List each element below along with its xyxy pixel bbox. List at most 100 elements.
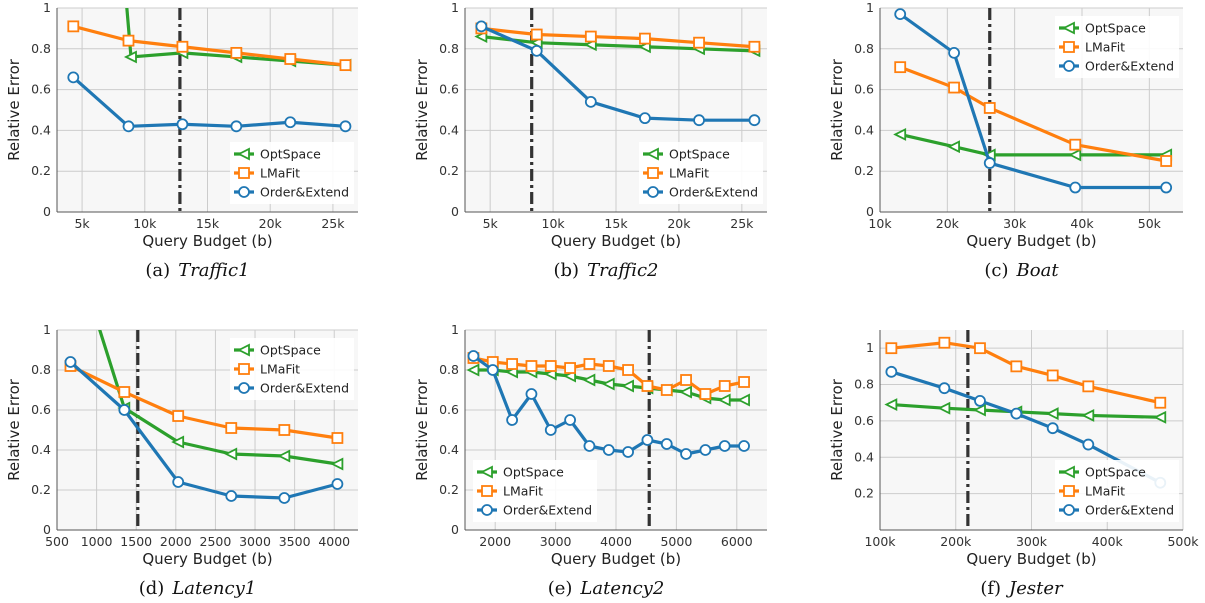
- series-line: [68, 364, 340, 440]
- legend-marker: [479, 465, 493, 479]
- data-point: [679, 385, 692, 399]
- series-order-extend: [67, 71, 352, 133]
- data-point: [467, 350, 480, 362]
- panel-caption: (c) Boat: [984, 260, 1059, 281]
- x-tick-label: 15k: [196, 216, 220, 231]
- legend-marker: [1063, 60, 1075, 72]
- data-point: [486, 364, 499, 376]
- x-tick-label: 10k: [868, 216, 892, 231]
- data-point: [172, 410, 185, 422]
- y-axis-title: Relative Error: [413, 58, 431, 161]
- series-order-extend: [64, 356, 344, 504]
- y-tick-label: 0.6: [439, 402, 459, 417]
- legend: OptSpace LMaFit Order&Extend: [473, 460, 597, 522]
- caption-name: Traffic2: [587, 260, 658, 281]
- x-tick-label: 50k: [1138, 216, 1162, 231]
- data-point: [118, 386, 131, 398]
- legend-marker: [238, 363, 250, 375]
- caption-name: Jester: [1005, 578, 1064, 599]
- y-axis-title: Relative Error: [828, 58, 846, 161]
- data-point: [584, 30, 597, 43]
- x-tick-label: 3000: [239, 534, 271, 549]
- y-tick-label: 0.2: [854, 486, 874, 501]
- data-point: [717, 393, 731, 407]
- data-point: [738, 376, 750, 388]
- y-tick-label: 0.4: [439, 442, 459, 457]
- data-point: [123, 50, 137, 64]
- legend-marker: [1061, 21, 1075, 35]
- y-tick-label: 0.2: [439, 163, 459, 178]
- legend-marker: [481, 485, 493, 497]
- data-point: [564, 414, 576, 426]
- y-tick-label: 0.2: [31, 482, 51, 497]
- y-tick-label: 0.4: [854, 449, 874, 464]
- data-point: [972, 403, 986, 417]
- data-point: [122, 120, 135, 133]
- data-point: [1010, 360, 1023, 373]
- data-point: [176, 118, 189, 131]
- data-point: [693, 114, 705, 127]
- data-point: [1082, 380, 1095, 393]
- x-tick-label: 4000: [600, 534, 632, 549]
- x-tick-label: 20k: [259, 216, 283, 231]
- data-point: [737, 393, 750, 407]
- chart-panel-4: 500 1000 1500 2000 2500 3000 3500 4000 0 0.2 0.4 0.…: [5, 315, 358, 599]
- y-tick-label: 0.8: [439, 41, 459, 56]
- data-point: [1081, 408, 1095, 422]
- data-point: [92, 315, 102, 325]
- y-tick-label: 1: [451, 0, 459, 15]
- data-point: [121, 0, 131, 3]
- data-point: [983, 102, 996, 114]
- caption-label: (c): [984, 260, 1008, 281]
- data-point: [171, 435, 185, 449]
- data-point: [699, 444, 712, 456]
- data-point: [331, 432, 344, 444]
- data-point: [475, 20, 488, 33]
- legend: OptSpace LMaFit Order&Extend: [1055, 16, 1179, 78]
- x-tick-label: 2500: [200, 534, 232, 549]
- data-point: [983, 157, 996, 169]
- legend-label: Order&Extend: [669, 185, 758, 200]
- x-tick-label: 400k: [1092, 534, 1124, 549]
- panel-caption: (e) Latency2: [548, 578, 665, 599]
- data-point: [1069, 181, 1082, 194]
- x-tick-label: 500: [45, 534, 69, 549]
- x-tick-label: 3000: [540, 534, 572, 549]
- data-point: [885, 342, 898, 355]
- legend-label: LMaFit: [260, 166, 300, 181]
- data-point: [893, 128, 907, 141]
- data-point: [641, 434, 654, 446]
- x-tick-label: 5k: [483, 216, 499, 231]
- data-point: [894, 8, 907, 21]
- legend-marker: [238, 382, 250, 394]
- data-point: [938, 382, 951, 395]
- y-tick-label: 0: [451, 204, 459, 219]
- data-point: [1045, 407, 1059, 421]
- caption-name: Traffic1: [178, 260, 249, 281]
- data-point: [622, 364, 634, 376]
- y-tick-label: 1: [43, 0, 51, 15]
- y-tick-label: 0.6: [439, 82, 459, 97]
- legend-label: Order&Extend: [260, 185, 349, 200]
- data-point: [1068, 148, 1082, 162]
- x-tick-label: 3500: [279, 534, 311, 549]
- legend-marker: [236, 147, 250, 161]
- caption-name: Latency2: [579, 578, 664, 599]
- legend: OptSpace LMaFit Order&Extend: [1055, 460, 1179, 522]
- x-tick-label: 5k: [74, 216, 90, 231]
- chart-panel-2: 5k 10k 15k 20k 25k 0 0.2 0.4 0.6 0.8 1 Query Budget…: [413, 0, 767, 281]
- y-axis-title: Relative Error: [5, 378, 23, 481]
- x-tick-label: 200k: [940, 534, 972, 549]
- data-point: [67, 20, 80, 33]
- panel-caption: (a) Traffic1: [145, 260, 249, 281]
- data-point: [1046, 369, 1059, 382]
- data-point: [738, 440, 750, 452]
- panel-caption: (d) Latency1: [139, 578, 256, 599]
- y-tick-label: 0.8: [854, 41, 874, 56]
- series-optspace: [474, 30, 761, 58]
- x-axis-title: Query Budget (b): [966, 232, 1096, 250]
- data-point: [582, 373, 596, 387]
- legend-marker: [1063, 485, 1075, 497]
- caption-name: Latency1: [171, 578, 256, 599]
- chart-panel-1: 5k 10k 15k 20k 25k 0 0.2 0.4 0.6 0.8 1 Query Budget…: [5, 0, 358, 281]
